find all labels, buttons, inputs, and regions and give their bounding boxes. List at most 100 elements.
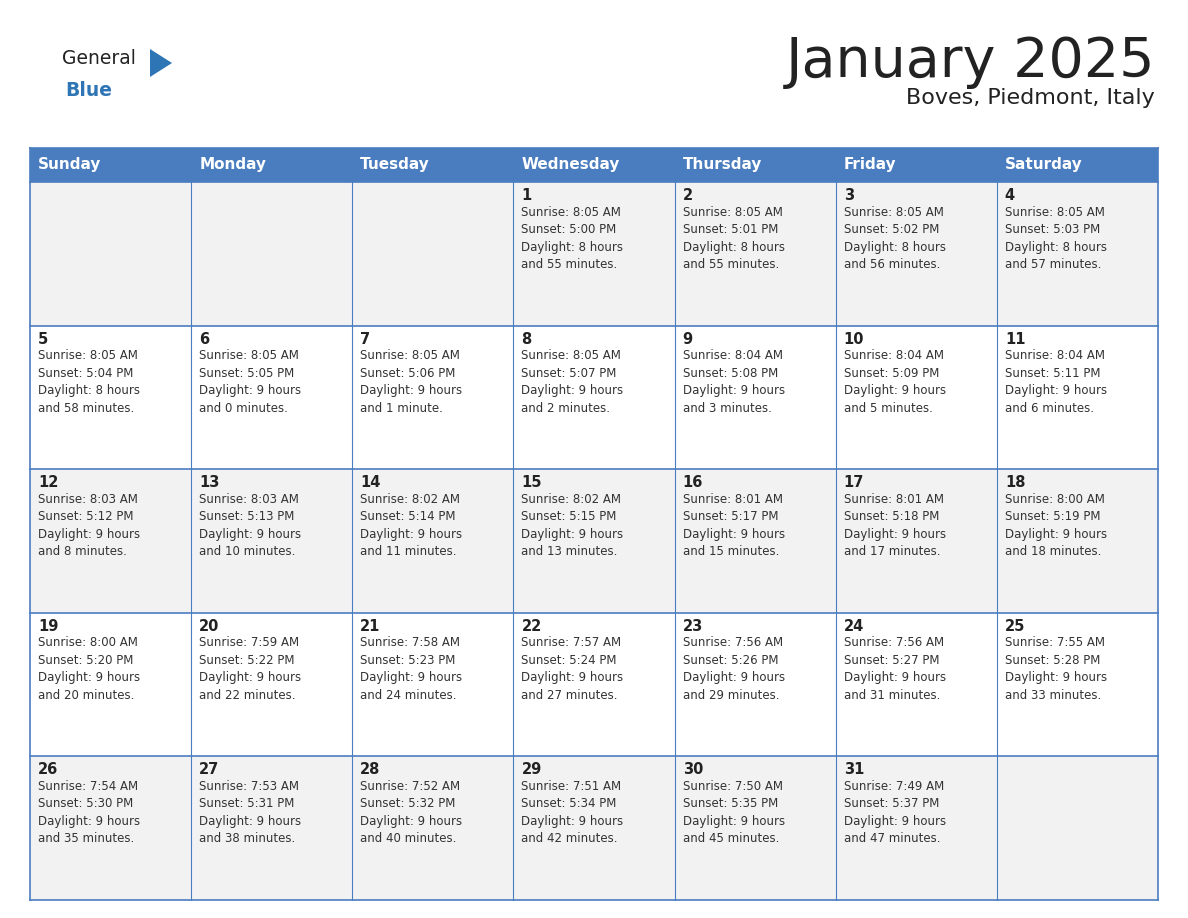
Text: and 10 minutes.: and 10 minutes.	[200, 545, 296, 558]
Text: Saturday: Saturday	[1005, 158, 1082, 173]
Text: and 15 minutes.: and 15 minutes.	[683, 545, 779, 558]
Text: and 31 minutes.: and 31 minutes.	[843, 688, 940, 701]
Text: 31: 31	[843, 763, 864, 778]
Text: and 38 minutes.: and 38 minutes.	[200, 833, 296, 845]
Text: 23: 23	[683, 619, 703, 633]
Bar	[30, 326, 1158, 469]
Text: Daylight: 9 hours: Daylight: 9 hours	[360, 528, 462, 541]
Text: 4: 4	[1005, 188, 1015, 203]
Text: Sunset: 5:20 PM: Sunset: 5:20 PM	[38, 654, 133, 666]
Text: Sunset: 5:34 PM: Sunset: 5:34 PM	[522, 798, 617, 811]
Text: Daylight: 9 hours: Daylight: 9 hours	[1005, 528, 1107, 541]
Text: Sunrise: 8:05 AM: Sunrise: 8:05 AM	[38, 349, 138, 362]
Text: Sunset: 5:19 PM: Sunset: 5:19 PM	[1005, 510, 1100, 523]
Text: and 29 minutes.: and 29 minutes.	[683, 688, 779, 701]
Text: Sunrise: 7:56 AM: Sunrise: 7:56 AM	[683, 636, 783, 649]
Text: and 27 minutes.: and 27 minutes.	[522, 688, 618, 701]
Text: and 3 minutes.: and 3 minutes.	[683, 401, 771, 415]
Bar	[30, 469, 1158, 613]
Text: Sunset: 5:31 PM: Sunset: 5:31 PM	[200, 798, 295, 811]
Text: 13: 13	[200, 476, 220, 490]
Text: Sunrise: 8:02 AM: Sunrise: 8:02 AM	[360, 493, 460, 506]
Bar	[30, 613, 1158, 756]
Text: 24: 24	[843, 619, 864, 633]
Text: Sunset: 5:06 PM: Sunset: 5:06 PM	[360, 366, 456, 380]
Bar	[30, 756, 1158, 900]
Text: and 22 minutes.: and 22 minutes.	[200, 688, 296, 701]
Text: Sunset: 5:07 PM: Sunset: 5:07 PM	[522, 366, 617, 380]
Text: 26: 26	[38, 763, 58, 778]
Text: Blue: Blue	[65, 81, 112, 100]
Text: Sunset: 5:11 PM: Sunset: 5:11 PM	[1005, 366, 1100, 380]
Text: Daylight: 9 hours: Daylight: 9 hours	[200, 671, 302, 684]
Text: and 17 minutes.: and 17 minutes.	[843, 545, 940, 558]
Text: Sunset: 5:35 PM: Sunset: 5:35 PM	[683, 798, 778, 811]
Text: Sunrise: 7:59 AM: Sunrise: 7:59 AM	[200, 636, 299, 649]
Bar	[30, 148, 1158, 182]
Text: Sunrise: 8:04 AM: Sunrise: 8:04 AM	[1005, 349, 1105, 362]
Text: Boves, Piedmont, Italy: Boves, Piedmont, Italy	[906, 88, 1155, 108]
Text: Sunrise: 8:00 AM: Sunrise: 8:00 AM	[1005, 493, 1105, 506]
Text: 25: 25	[1005, 619, 1025, 633]
Text: Sunrise: 7:53 AM: Sunrise: 7:53 AM	[200, 780, 299, 793]
Text: Sunrise: 8:01 AM: Sunrise: 8:01 AM	[843, 493, 943, 506]
Text: Sunrise: 7:58 AM: Sunrise: 7:58 AM	[360, 636, 460, 649]
Text: Sunrise: 7:50 AM: Sunrise: 7:50 AM	[683, 780, 783, 793]
Text: and 58 minutes.: and 58 minutes.	[38, 401, 134, 415]
Text: and 55 minutes.: and 55 minutes.	[522, 258, 618, 271]
Text: General: General	[62, 49, 135, 68]
Text: Sunrise: 8:05 AM: Sunrise: 8:05 AM	[522, 206, 621, 218]
Text: Sunrise: 7:55 AM: Sunrise: 7:55 AM	[1005, 636, 1105, 649]
Text: and 8 minutes.: and 8 minutes.	[38, 545, 127, 558]
Text: Sunrise: 8:05 AM: Sunrise: 8:05 AM	[683, 206, 783, 218]
Text: Daylight: 9 hours: Daylight: 9 hours	[683, 528, 785, 541]
Text: 27: 27	[200, 763, 220, 778]
Text: Daylight: 8 hours: Daylight: 8 hours	[683, 241, 784, 253]
Text: Sunset: 5:18 PM: Sunset: 5:18 PM	[843, 510, 939, 523]
Text: and 33 minutes.: and 33 minutes.	[1005, 688, 1101, 701]
Text: and 45 minutes.: and 45 minutes.	[683, 833, 779, 845]
Text: 16: 16	[683, 476, 703, 490]
Text: January 2025: January 2025	[785, 35, 1155, 89]
Text: and 57 minutes.: and 57 minutes.	[1005, 258, 1101, 271]
Text: Daylight: 9 hours: Daylight: 9 hours	[683, 671, 785, 684]
Text: Sunrise: 7:54 AM: Sunrise: 7:54 AM	[38, 780, 138, 793]
Text: Daylight: 9 hours: Daylight: 9 hours	[200, 528, 302, 541]
Text: Sunrise: 8:03 AM: Sunrise: 8:03 AM	[200, 493, 299, 506]
Text: Daylight: 9 hours: Daylight: 9 hours	[360, 671, 462, 684]
Text: and 1 minute.: and 1 minute.	[360, 401, 443, 415]
Text: 18: 18	[1005, 476, 1025, 490]
Text: Sunrise: 7:56 AM: Sunrise: 7:56 AM	[843, 636, 943, 649]
Text: 19: 19	[38, 619, 58, 633]
Text: Sunset: 5:05 PM: Sunset: 5:05 PM	[200, 366, 295, 380]
Text: and 6 minutes.: and 6 minutes.	[1005, 401, 1094, 415]
Text: 11: 11	[1005, 331, 1025, 347]
Text: 14: 14	[360, 476, 380, 490]
Text: Daylight: 8 hours: Daylight: 8 hours	[1005, 241, 1107, 253]
Text: Sunday: Sunday	[38, 158, 101, 173]
Text: 30: 30	[683, 763, 703, 778]
Text: Sunset: 5:28 PM: Sunset: 5:28 PM	[1005, 654, 1100, 666]
Text: Tuesday: Tuesday	[360, 158, 430, 173]
Text: 8: 8	[522, 331, 532, 347]
Text: and 35 minutes.: and 35 minutes.	[38, 833, 134, 845]
Text: 1: 1	[522, 188, 532, 203]
Text: Sunrise: 8:03 AM: Sunrise: 8:03 AM	[38, 493, 138, 506]
Bar	[30, 182, 1158, 326]
Text: and 2 minutes.: and 2 minutes.	[522, 401, 611, 415]
Text: Daylight: 9 hours: Daylight: 9 hours	[843, 384, 946, 397]
Text: and 24 minutes.: and 24 minutes.	[360, 688, 456, 701]
Text: Daylight: 9 hours: Daylight: 9 hours	[843, 671, 946, 684]
Text: Sunset: 5:02 PM: Sunset: 5:02 PM	[843, 223, 939, 236]
Text: Sunset: 5:23 PM: Sunset: 5:23 PM	[360, 654, 456, 666]
Text: 22: 22	[522, 619, 542, 633]
Text: Sunset: 5:37 PM: Sunset: 5:37 PM	[843, 798, 939, 811]
Text: 21: 21	[360, 619, 380, 633]
Text: Daylight: 9 hours: Daylight: 9 hours	[360, 815, 462, 828]
Text: Thursday: Thursday	[683, 158, 762, 173]
Text: and 56 minutes.: and 56 minutes.	[843, 258, 940, 271]
Text: and 5 minutes.: and 5 minutes.	[843, 401, 933, 415]
Text: Sunset: 5:17 PM: Sunset: 5:17 PM	[683, 510, 778, 523]
Text: Sunset: 5:32 PM: Sunset: 5:32 PM	[360, 798, 456, 811]
Text: 6: 6	[200, 331, 209, 347]
